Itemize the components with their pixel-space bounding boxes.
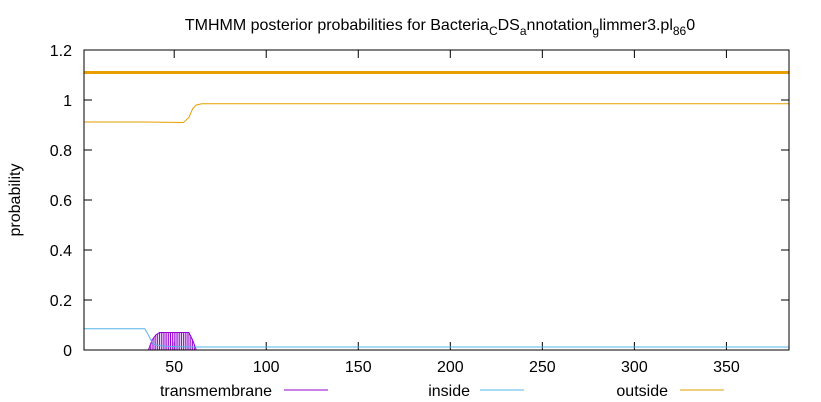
chart-title-sub4: 86 bbox=[673, 24, 687, 38]
chart-title-mid3: limmer3.pl bbox=[599, 17, 673, 34]
legend-label-transmembrane: transmembrane bbox=[160, 383, 272, 400]
series-line-inside bbox=[84, 328, 789, 348]
series-layer bbox=[84, 71, 789, 351]
series-line-outside bbox=[84, 103, 789, 124]
y-tick-label: 1 bbox=[63, 93, 72, 110]
chart-title: TMHMM posterior probabilities for Bacter… bbox=[185, 17, 695, 38]
legend-label-inside: inside bbox=[428, 383, 470, 400]
x-tick-label: 300 bbox=[621, 359, 648, 376]
x-tick-label: 100 bbox=[253, 359, 280, 376]
y-tick-label: 0.6 bbox=[50, 193, 72, 210]
chart-title-main: TMHMM posterior probabilities for Bacter… bbox=[185, 17, 489, 34]
y-tick-label: 0 bbox=[63, 343, 72, 360]
chart-title-tail: 0 bbox=[686, 17, 695, 34]
legend: transmembrane inside outside bbox=[160, 383, 724, 400]
series-outline-transmembrane bbox=[147, 332, 197, 351]
y-tick-label: 1.2 bbox=[50, 43, 72, 60]
x-tick-label: 200 bbox=[437, 359, 464, 376]
y-tick-label: 0.2 bbox=[50, 293, 72, 310]
x-tick-label: 50 bbox=[165, 359, 183, 376]
x-tick-label: 150 bbox=[345, 359, 372, 376]
chart-title-sub3: g bbox=[592, 24, 599, 38]
legend-label-outside: outside bbox=[616, 383, 668, 400]
chart-title-mid1: DS bbox=[498, 17, 520, 34]
chart-title-sub2: a bbox=[520, 24, 527, 38]
x-tick-label: 350 bbox=[713, 359, 740, 376]
plot-frame bbox=[83, 49, 790, 351]
chart-title-mid2: nnotation bbox=[527, 17, 593, 34]
y-axis-label: probability bbox=[7, 164, 24, 237]
axis-ticks: 0 0.2 0.4 0.6 0.8 1 1.2 50 100 150 200 250 300 350 bbox=[50, 43, 789, 376]
x-tick-label: 250 bbox=[529, 359, 556, 376]
chart-title-sub1: C bbox=[489, 24, 498, 38]
y-tick-label: 0.8 bbox=[50, 143, 72, 160]
y-tick-label: 0.4 bbox=[50, 243, 72, 260]
